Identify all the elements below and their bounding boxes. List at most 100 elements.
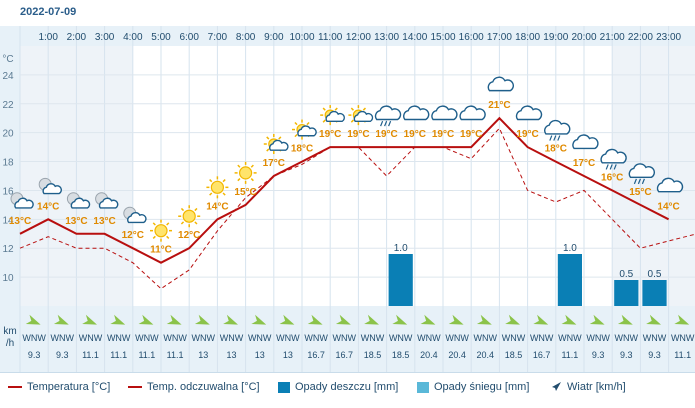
cloud-shape [459, 105, 486, 121]
hour-label: 9:00 [264, 32, 284, 43]
wind-direction-label: WNW [671, 333, 695, 343]
arrow-shape [251, 314, 267, 325]
sun-ray [306, 121, 310, 126]
cloud-shape [600, 148, 627, 164]
left-axis-panel [0, 26, 20, 372]
sun-ray [278, 136, 282, 140]
hour-label: 5:00 [151, 32, 171, 43]
hour-label: 22:00 [628, 32, 653, 43]
feels-like-swatch [128, 386, 142, 388]
hour-label: 6:00 [179, 32, 199, 43]
hour-label: 21:00 [600, 32, 625, 43]
cloud-icon [431, 105, 458, 121]
rain-bar [614, 280, 639, 306]
hour-label: 12:00 [346, 32, 371, 43]
temperature-label: 19°C [516, 129, 538, 140]
wind-direction-label: WNW [586, 333, 610, 343]
y-tick-label: 14 [2, 215, 14, 226]
wind-speed-label: 9.3 [648, 350, 661, 360]
rain-drop [609, 164, 613, 170]
sun-ray [152, 222, 156, 226]
weather-chart: 10 12 14 16 18 20 22 24 °C 1:00 2:00 3:00 4:00 5:00 6:… [0, 26, 695, 372]
y-unit-label: °C [2, 54, 13, 65]
hour-label: 2:00 [67, 32, 87, 43]
wind-speed-label: 18.5 [505, 350, 523, 360]
rain-bar [642, 280, 667, 306]
y-tick-label: 20 [2, 129, 14, 140]
wind-speed-label: 11.1 [167, 350, 184, 360]
temperature-label: 11°C [150, 245, 172, 256]
cloud-shape [353, 110, 374, 123]
legend-temperature-label: Temperatura [°C] [27, 381, 111, 393]
wind-arrow-icon [138, 314, 154, 325]
sun-ray [166, 222, 170, 226]
sun-disc [239, 166, 253, 180]
cloud-shape [70, 197, 91, 209]
wind-arrow-icon [552, 382, 561, 391]
wind-arrow-icon [335, 314, 351, 325]
wind-speed-label: 9.3 [28, 350, 41, 360]
hour-label: 3:00 [95, 32, 115, 43]
cloud-shape [325, 110, 345, 123]
legend-feels-like-label: Temp. odczuwalna [°C] [147, 381, 260, 393]
sun-ray [237, 164, 241, 168]
wind-direction-label: WNW [192, 333, 216, 343]
cloud-shape [431, 105, 458, 121]
rain-bar [388, 254, 413, 306]
rain-drop [605, 164, 609, 170]
rain-drop [549, 135, 553, 141]
wind-direction-label: WNW [107, 333, 131, 343]
sun-ray [166, 235, 170, 239]
rain-drop [388, 120, 392, 127]
temperature-label: 18°C [545, 144, 567, 155]
night-band [48, 46, 77, 306]
cloud-shape [572, 134, 599, 150]
forecast-date: 2022-07-09 [20, 6, 77, 18]
legend-wind: Wiatr [km/h] [550, 381, 626, 393]
wind-unit-top: km [3, 326, 16, 337]
sun-ray [237, 178, 241, 182]
cloud-icon [459, 105, 486, 121]
sun-ray [250, 164, 254, 168]
sun-ray [194, 207, 198, 212]
cloud-shape [374, 105, 402, 121]
arrow-shape [476, 314, 492, 325]
hour-label: 13:00 [374, 32, 399, 43]
arrow-shape [279, 314, 295, 325]
temperature-label: 17°C [263, 158, 285, 169]
cloud-icon [403, 105, 430, 121]
hour-label: 18:00 [515, 32, 540, 43]
sun-ray [322, 119, 326, 123]
wind-arrow-icon [392, 314, 408, 325]
temperature-label: 19°C [347, 129, 369, 140]
wind-direction-label: WNW [615, 333, 639, 343]
hour-label: 14:00 [402, 32, 427, 43]
wind-unit-bottom: /h [6, 338, 14, 349]
legend-wind-label: Wiatr [km/h] [567, 381, 626, 393]
temperature-label: 15°C [234, 187, 256, 198]
arrow-shape [110, 314, 126, 325]
y-tick-label: 18 [2, 158, 14, 169]
arrow-shape [194, 314, 210, 325]
wind-speed-label: 18.5 [364, 350, 382, 360]
temperature-label: 17°C [573, 158, 595, 169]
sun-disc [154, 224, 168, 238]
legend-snow-label: Opady śniegu [mm] [434, 381, 530, 393]
cloud-rain-icon [600, 148, 627, 170]
sun-ray [266, 148, 270, 152]
cloud-shape [42, 183, 62, 195]
hour-label: 8:00 [236, 32, 256, 43]
night-band [668, 46, 695, 306]
hour-label: 16:00 [459, 32, 484, 43]
cloud-shape [656, 177, 684, 193]
cloud-shape [628, 163, 656, 178]
wind-arrow-icon [674, 314, 690, 325]
arrow-shape [617, 314, 633, 325]
hour-label: 10:00 [289, 32, 314, 43]
wind-speed-label: 11.1 [674, 350, 691, 360]
hour-label: 15:00 [430, 32, 455, 43]
cloud-shape [127, 212, 147, 224]
wind-speed-label: 9.3 [56, 350, 69, 360]
chart-legend: Temperatura [°C] Temp. odczuwalna [°C] O… [0, 372, 695, 401]
cloud-shape [14, 197, 34, 209]
